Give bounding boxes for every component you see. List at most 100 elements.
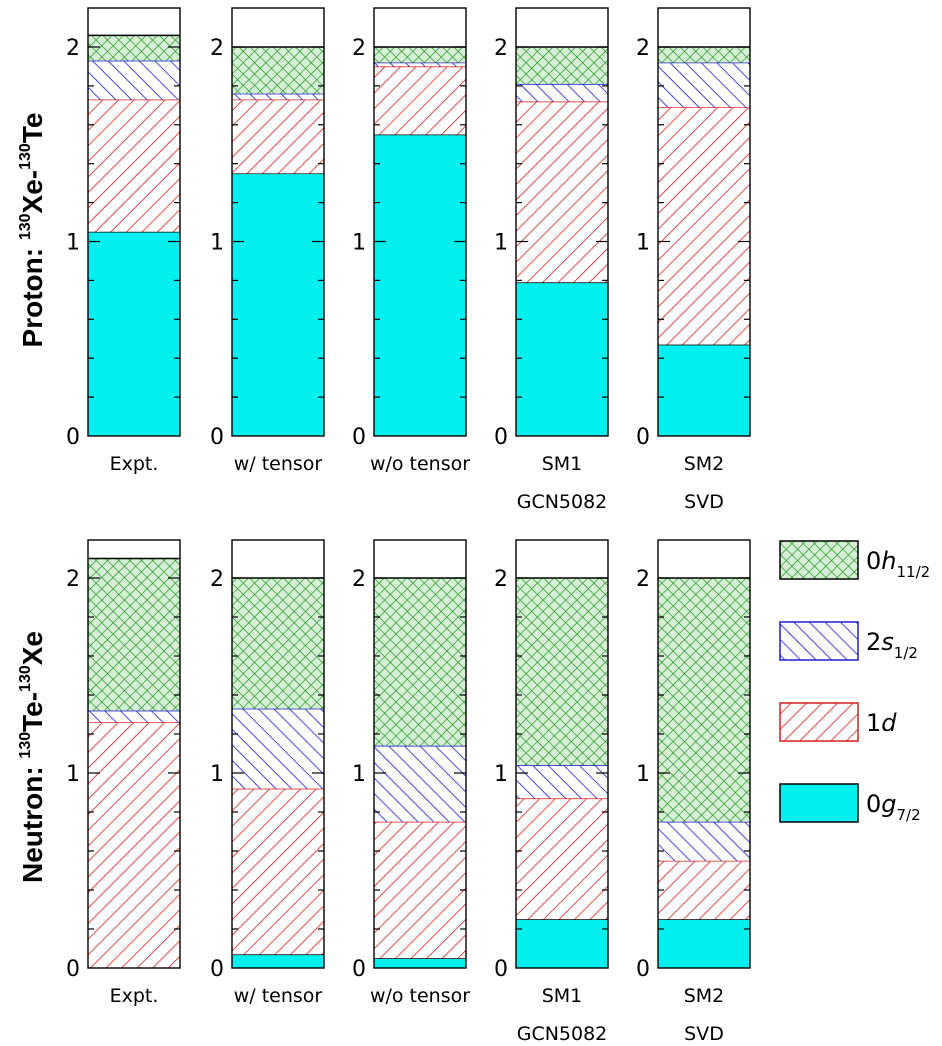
legend-label: 1d — [866, 709, 897, 737]
panel-expt: 0 1 2 Expt. — [66, 7, 181, 475]
y-tick-label: 2 — [352, 567, 366, 592]
bar-segment-2s1-2 — [374, 62, 466, 67]
y-tick-label: 2 — [66, 567, 80, 592]
panel-sm1: 0 1 2 SM1 GCN5082 — [494, 7, 609, 513]
y-tick-label: 0 — [352, 957, 366, 982]
category-label: SM1 — [542, 453, 583, 475]
y-tick-label: 2 — [494, 36, 508, 61]
row-title-text: Xe- — [17, 170, 48, 214]
panel-frame — [657, 539, 751, 969]
category-label: SM2 — [684, 985, 725, 1007]
bar-segment-0h11-2 — [374, 47, 466, 63]
legend-swatch — [779, 702, 859, 742]
category-sublabel: SVD — [684, 491, 724, 513]
bar-segment-1d — [516, 101, 608, 283]
row-title-superscript: 130 — [17, 143, 34, 170]
legend-label-subscript: 11/2 — [897, 563, 931, 581]
y-tick-label: 1 — [352, 231, 366, 256]
category-label: Expt. — [110, 453, 159, 475]
row-title: Neutron: 130Te-130Xe — [17, 631, 48, 883]
panel-frame — [231, 539, 325, 969]
panel-frame — [231, 7, 325, 437]
bar-segment-0h11-2 — [658, 578, 750, 822]
y-tick-label: 1 — [636, 762, 650, 787]
legend-swatch — [779, 621, 859, 661]
row-title-superscript: 130 — [17, 213, 34, 240]
bar-segment-0g7-2 — [232, 173, 324, 437]
legend-label-base: 0 — [866, 790, 881, 818]
panel-frame — [373, 539, 467, 969]
panel-frame — [87, 7, 181, 437]
bar-segment-2s1-2 — [232, 93, 324, 100]
y-tick-label: 1 — [636, 231, 650, 256]
category-label: w/ tensor — [234, 453, 323, 475]
row-title: Proton: 130Xe-130Te — [17, 113, 48, 348]
legend-swatch — [779, 783, 859, 823]
bar-segment-1d — [88, 99, 180, 232]
legend-label: 2s1/2 — [866, 628, 918, 662]
bar-segment-2s1-2 — [658, 62, 750, 108]
y-tick-label: 1 — [494, 231, 508, 256]
legend-label-base: 0 — [866, 547, 881, 575]
legend-entry-0g7-2: 0g7/2 — [779, 783, 921, 824]
y-tick-label: 2 — [210, 36, 224, 61]
bar-segment-1d — [88, 722, 180, 968]
y-tick-label: 2 — [210, 567, 224, 592]
bar-segment-0h11-2 — [232, 47, 324, 94]
y-tick-label: 2 — [636, 567, 650, 592]
bar-segment-0h11-2 — [374, 578, 466, 746]
row-title-superscript: 130 — [17, 732, 34, 759]
bar-segment-1d — [374, 66, 466, 135]
panel-frame — [657, 7, 751, 437]
panel-sm2: 0 1 2 SM2 SVD — [636, 539, 751, 1045]
legend-label: 0g7/2 — [866, 790, 921, 824]
bar-segment-2s1-2 — [88, 60, 180, 100]
y-tick-label: 0 — [66, 425, 80, 450]
y-tick-label: 1 — [66, 762, 80, 787]
legend-label-subscript: 7/2 — [897, 806, 921, 824]
bar-segment-2s1-2 — [658, 821, 750, 861]
panel-frame — [373, 7, 467, 437]
bar-segment-0g7-2 — [658, 919, 750, 968]
panel-w-o-tensor: 0 1 2 w/o tensor — [352, 539, 470, 1007]
row-title-text: Proton: — [17, 240, 48, 347]
panel-frame — [515, 539, 609, 969]
row-title-text: Xe — [17, 631, 48, 665]
panel-expt: 0 1 2 Expt. — [66, 539, 181, 1007]
category-label: w/o tensor — [370, 985, 470, 1007]
legend-entry-1d: 1d — [779, 702, 897, 742]
bar-segment-0g7-2 — [374, 958, 466, 968]
category-sublabel: GCN5082 — [517, 1023, 608, 1045]
bar-segment-1d — [232, 788, 324, 955]
y-tick-label: 0 — [352, 425, 366, 450]
y-tick-label: 1 — [210, 762, 224, 787]
y-tick-label: 2 — [636, 36, 650, 61]
panel-w-o-tensor: 0 1 2 w/o tensor — [352, 7, 470, 475]
bar-segment-0h11-2 — [88, 558, 180, 711]
legend-label-base: 1 — [866, 709, 881, 737]
y-tick-label: 1 — [352, 762, 366, 787]
category-label: SM2 — [684, 453, 725, 475]
y-tick-label: 2 — [66, 36, 80, 61]
bar-segment-0g7-2 — [516, 282, 608, 436]
category-label: w/o tensor — [370, 453, 470, 475]
legend-label-base: 2 — [866, 628, 881, 656]
legend-label-italic: s — [881, 628, 894, 656]
legend-label-italic: g — [881, 790, 896, 818]
bar-segment-0g7-2 — [658, 344, 750, 436]
y-tick-label: 0 — [494, 957, 508, 982]
legend-label: 0h11/2 — [866, 547, 930, 581]
y-tick-label: 0 — [636, 425, 650, 450]
bar-segment-1d — [516, 798, 608, 920]
bar-segment-1d — [658, 107, 750, 345]
y-tick-label: 0 — [66, 957, 80, 982]
bar-segment-0g7-2 — [232, 954, 324, 968]
y-tick-label: 0 — [210, 957, 224, 982]
y-tick-label: 0 — [636, 957, 650, 982]
row-title-text: Te — [17, 113, 48, 144]
panel-sm2: 0 1 2 SM2 SVD — [636, 7, 751, 513]
